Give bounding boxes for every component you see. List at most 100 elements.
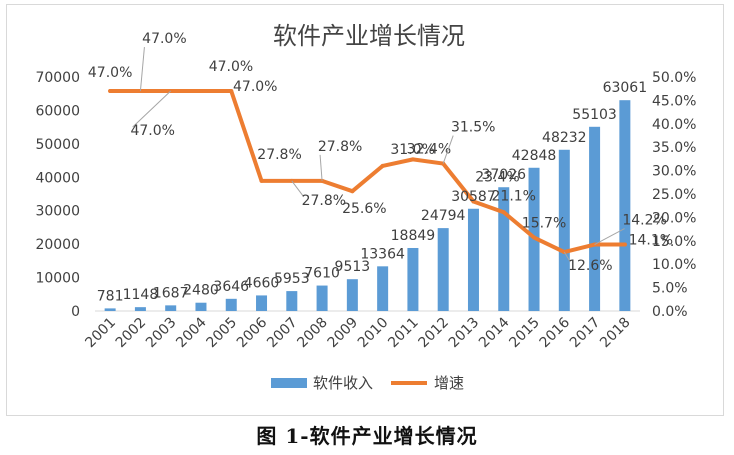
- line-value-label: 27.8%: [318, 139, 362, 155]
- legend-label-bar: 软件收入: [313, 374, 373, 392]
- y-right-tick-label: 25.0%: [652, 187, 696, 203]
- x-tick-label: 2008: [294, 315, 331, 352]
- bar-value-label: 37026: [481, 167, 526, 183]
- bar-value-label: 13364: [360, 246, 405, 262]
- line-value-label: 47.0%: [209, 59, 253, 75]
- leader-line: [139, 46, 145, 92]
- y-left-tick-label: 20000: [35, 237, 80, 253]
- x-tick-label: 2018: [597, 315, 634, 352]
- bar-value-label: 3646: [213, 279, 249, 295]
- x-tick-label: 2002: [113, 315, 150, 352]
- y-right-tick-label: 5.0%: [652, 281, 688, 297]
- bar-value-label: 24794: [421, 208, 466, 224]
- bar-value-label: 42848: [512, 148, 557, 164]
- bar: [437, 228, 449, 311]
- x-tick-label: 2015: [506, 315, 543, 352]
- line-point: [198, 89, 203, 94]
- line-value-label: 32.4%: [407, 141, 451, 157]
- line-value-label: 15.7%: [522, 216, 566, 232]
- line-value-label: 47.0%: [88, 65, 132, 81]
- bar: [316, 285, 328, 311]
- x-tick-label: 2017: [567, 315, 604, 352]
- bar: [619, 100, 631, 312]
- y-right-tick-label: 35.0%: [652, 140, 696, 156]
- line-value-label: 31.5%: [451, 120, 495, 136]
- y-right-tick-label: 10.0%: [652, 257, 696, 273]
- bar: [134, 307, 146, 311]
- figure-caption: 图 1-软件产业增长情况: [256, 424, 478, 448]
- x-tick-label: 2010: [355, 315, 392, 352]
- line-value-label: 47.0%: [130, 123, 174, 139]
- y-left-tick-label: 10000: [35, 271, 80, 287]
- bar-value-label: 7610: [304, 266, 340, 282]
- leader-line: [594, 228, 625, 245]
- line-point: [622, 242, 627, 247]
- bar-value-label: 781: [97, 288, 124, 304]
- x-tick-label: 2006: [234, 314, 271, 351]
- line-point: [229, 89, 234, 94]
- bar: [589, 126, 601, 311]
- legend: 软件收入 增速: [271, 374, 464, 392]
- y-right-tick-label: 40.0%: [652, 117, 696, 133]
- x-tick-label: 2003: [143, 315, 180, 352]
- y-right-tick-label: 50.0%: [652, 70, 696, 86]
- y-left-tick-label: 60000: [35, 103, 80, 119]
- line-point: [259, 178, 264, 183]
- line-point: [532, 235, 537, 240]
- line-value-label: 47.0%: [233, 79, 277, 95]
- line-point: [108, 89, 113, 94]
- bar: [407, 247, 419, 311]
- line-value-label: 27.8%: [302, 193, 346, 209]
- bar: [558, 149, 570, 311]
- x-tick-label: 2004: [173, 314, 210, 351]
- line-point: [410, 157, 415, 162]
- y-left-tick-label: 40000: [35, 170, 80, 186]
- line-value-label: 12.6%: [568, 258, 612, 274]
- chart-title: 软件产业增长情况: [273, 22, 465, 50]
- legend-label-line: 增速: [434, 374, 464, 392]
- chart-svg: 软件产业增长情况 0 10000 20000 30000 40000 50000 60000…: [35, 22, 696, 392]
- line-value-label: 47.0%: [142, 31, 186, 47]
- bar-value-label: 4660: [244, 275, 280, 291]
- bar: [104, 308, 116, 311]
- bar-value-label: 48232: [542, 130, 587, 146]
- y-right-tick-label: 20.0%: [652, 210, 696, 226]
- x-tick-label: 2012: [416, 315, 453, 352]
- x-tick-label: 2014: [476, 314, 513, 351]
- bar: [377, 266, 389, 311]
- line-value-label: 14.2%: [622, 213, 666, 229]
- leader-line: [442, 135, 454, 164]
- bar-value-label: 5953: [274, 271, 310, 287]
- bar: [165, 305, 177, 311]
- x-tick-label: 2011: [385, 315, 422, 352]
- bar-value-label: 55103: [572, 107, 617, 123]
- bar-value-label: 2480: [183, 283, 219, 299]
- y-right-tick-label: 30.0%: [652, 164, 696, 180]
- chart-frame: [6, 4, 724, 416]
- bar: [195, 302, 207, 311]
- line-value-label: 21.1%: [492, 188, 536, 204]
- leader-line: [319, 154, 323, 181]
- x-tick-label: 2013: [446, 315, 483, 352]
- line-point: [471, 199, 476, 204]
- leader-line: [563, 251, 571, 263]
- data-labels: 781 1148168724803646466059537610951313364…: [88, 31, 673, 304]
- y-right-tick-label: 15.0%: [652, 234, 696, 250]
- leader-line: [132, 90, 172, 128]
- x-tick-label: 2009: [325, 315, 362, 352]
- bar: [256, 295, 268, 311]
- bar: [346, 279, 358, 311]
- bar: [225, 298, 237, 311]
- line-point: [501, 210, 506, 215]
- line-value-label: 31.0%: [390, 142, 434, 158]
- legend-swatch-bar: [271, 378, 307, 388]
- leader-line: [291, 180, 305, 198]
- bar: [286, 291, 298, 311]
- line-path: [108, 89, 627, 255]
- line-point: [380, 163, 385, 168]
- bar-value-label: 63061: [603, 80, 648, 96]
- line-point: [350, 189, 355, 194]
- y-right-tick-label: 45.0%: [652, 93, 696, 109]
- bar-value-label: 30587: [451, 189, 496, 205]
- bar-value-label: 1687: [153, 285, 189, 301]
